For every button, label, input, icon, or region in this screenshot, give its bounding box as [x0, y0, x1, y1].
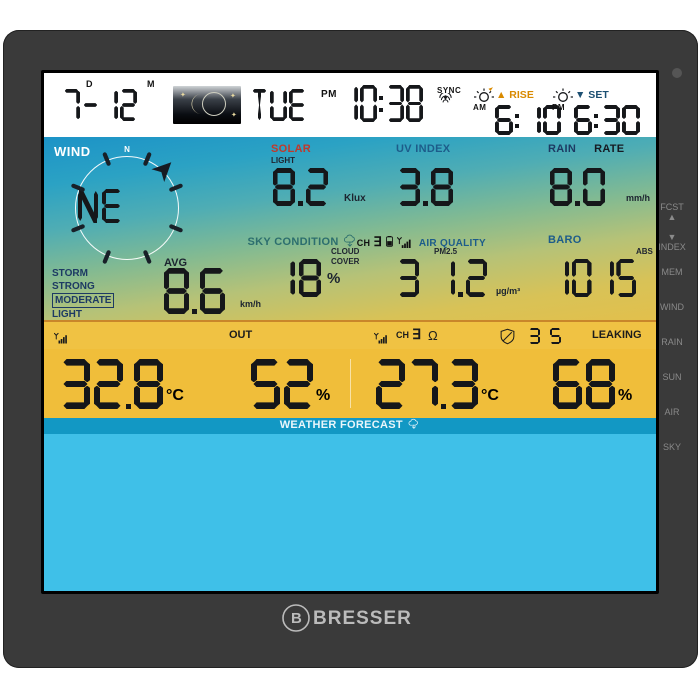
svg-text:BRESSER: BRESSER [313, 608, 412, 629]
svg-text:B: B [291, 610, 302, 627]
